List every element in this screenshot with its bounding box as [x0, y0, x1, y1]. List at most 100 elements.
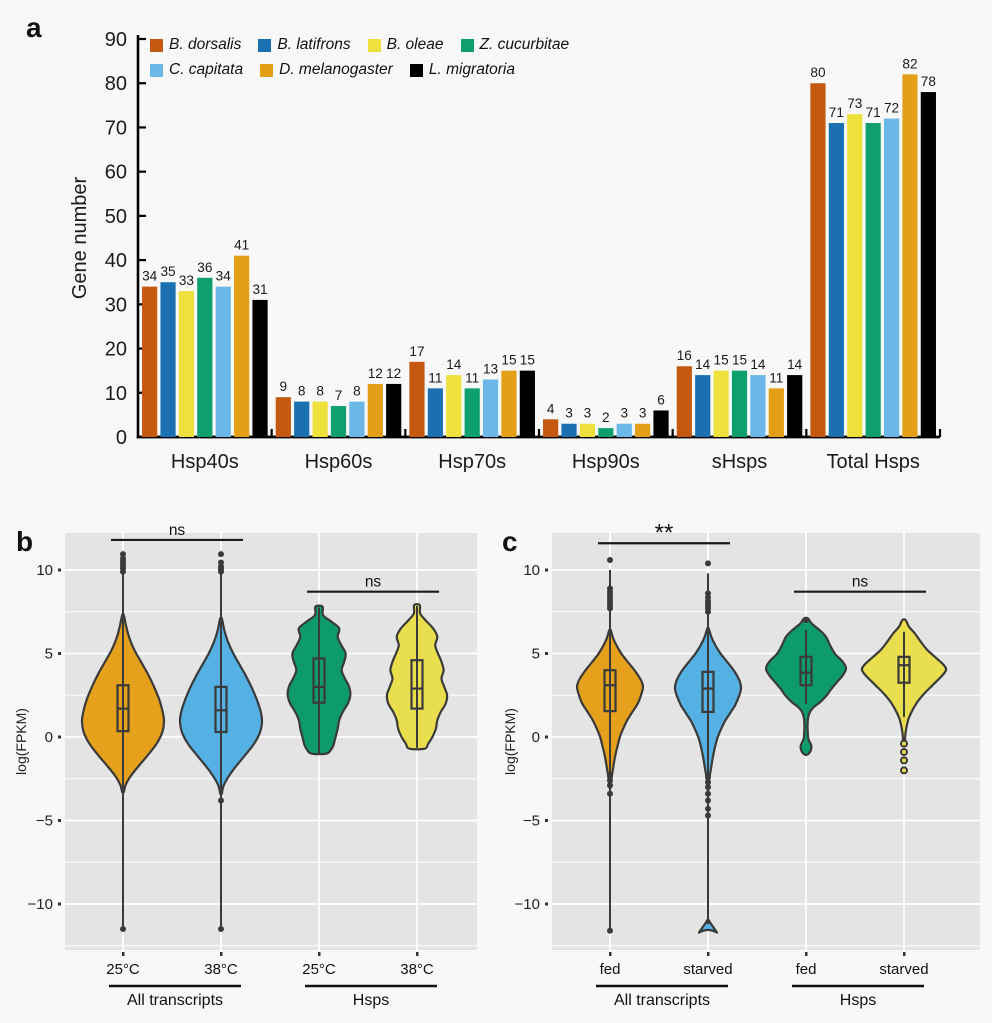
group-label: Hsps: [353, 992, 389, 1009]
x-tick: [805, 952, 808, 956]
bar: [561, 423, 577, 437]
legend-row: C. capitata D. melanogaster L. migratoria: [150, 61, 569, 79]
y-tick: [545, 652, 548, 655]
x-tick-label: fed: [796, 961, 817, 978]
y-tick-label: 5: [45, 646, 53, 663]
bar: [616, 423, 632, 437]
x-tick-label: 25°C: [106, 961, 140, 978]
bar-value-label: 13: [483, 362, 498, 377]
y-tick-label: 50: [105, 206, 127, 228]
bar-value-label: 71: [829, 105, 844, 120]
bar: [409, 361, 425, 437]
legend-item: D. melanogaster: [260, 61, 393, 79]
bar-value-label: 11: [465, 370, 479, 385]
outlier-dot: [218, 926, 224, 933]
outlier-dot: [705, 797, 711, 804]
outlier-dot: [607, 790, 613, 797]
y-tick-label: 80: [105, 73, 127, 95]
x-tick: [220, 952, 223, 956]
outlier-dot: [705, 594, 711, 601]
bar: [501, 370, 517, 437]
bar: [142, 286, 158, 437]
y-tick: [58, 902, 61, 906]
legend-swatch-icon: [258, 38, 272, 52]
legend-species-name: C. capitata: [169, 61, 244, 78]
box: [897, 655, 911, 684]
legend-item: B. oleae: [367, 36, 444, 54]
legend-item: C. capitata: [150, 61, 243, 79]
y-tick: [545, 735, 548, 739]
x-tick-label: 38°C: [400, 961, 434, 978]
bar: [446, 375, 462, 437]
y-tick: [58, 735, 61, 739]
bar: [713, 370, 729, 437]
outlier-dot: [705, 805, 711, 812]
x-tick: [318, 952, 321, 956]
x-tick-label: fed: [600, 961, 621, 978]
bar-value-label: 33: [179, 273, 194, 288]
bar-value-label: 36: [197, 260, 212, 275]
bar-value-label: 15: [714, 353, 729, 368]
bar-value-label: 7: [335, 388, 343, 403]
x-tick-label: 25°C: [302, 961, 336, 978]
bar-value-label: 31: [252, 282, 267, 297]
bar: [810, 83, 826, 437]
y-tick-label: 0: [116, 427, 127, 449]
bar-value-label: 6: [657, 392, 665, 407]
box: [312, 657, 326, 704]
y-tick-label: 20: [105, 339, 127, 361]
bar-value-label: 3: [620, 406, 628, 421]
bar-value-label: 3: [584, 406, 592, 421]
outlier-dot: [803, 617, 809, 624]
bar: [349, 401, 365, 437]
bar: [768, 388, 784, 437]
x-tick-label: starved: [683, 961, 732, 978]
y-tick-label: −5: [36, 813, 53, 830]
bar: [386, 383, 402, 437]
plot-area: [552, 533, 980, 950]
panel-b-label: b: [16, 526, 34, 557]
x-tick-label: 38°C: [204, 961, 238, 978]
outlier-dot: [705, 812, 711, 819]
bar: [464, 388, 480, 437]
legend-swatch-icon: [150, 38, 163, 52]
category-label: Hsp40s: [171, 451, 239, 473]
x-tick: [416, 952, 419, 956]
legend-swatch-icon: [460, 38, 474, 52]
y-tick-label: −5: [523, 813, 540, 830]
category-label: Total Hsps: [826, 451, 919, 473]
bar: [215, 286, 231, 437]
group-label: All transcripts: [614, 992, 710, 1009]
legend-species-name: B. latifrons: [277, 36, 351, 53]
bar-value-label: 14: [750, 357, 766, 372]
bar-value-label: 12: [386, 366, 401, 381]
legend-species-name: D. melanogaster: [279, 61, 393, 78]
bar: [635, 423, 651, 437]
bar-value-label: 35: [160, 264, 175, 279]
bar: [920, 92, 936, 438]
box: [701, 670, 715, 714]
bar-value-label: 9: [280, 379, 288, 394]
bar: [731, 370, 748, 437]
bar-value-label: 8: [298, 384, 306, 399]
y-tick-label: 5: [532, 646, 540, 663]
x-tick: [609, 952, 612, 956]
outlier-dot: [607, 777, 613, 784]
outlier-dot: [705, 590, 711, 597]
outlier-dot: [705, 790, 711, 797]
bar: [482, 379, 499, 437]
x-tick: [903, 952, 906, 956]
y-tick-label: −10: [515, 896, 540, 913]
outlier-dot: [218, 559, 224, 566]
y-tick: [545, 819, 548, 822]
legend-species-name: B. oleae: [386, 36, 444, 53]
y-axis-title: log(FPKM): [502, 708, 518, 775]
legend-swatch-icon: [367, 38, 381, 52]
bar: [197, 277, 213, 437]
outlier-dot: [218, 563, 224, 570]
outlier-dot: [705, 560, 711, 567]
bar-value-label: 78: [921, 74, 936, 89]
legend-species-name: Z. cucurbitae: [479, 36, 570, 53]
violin-blob: [697, 918, 719, 934]
